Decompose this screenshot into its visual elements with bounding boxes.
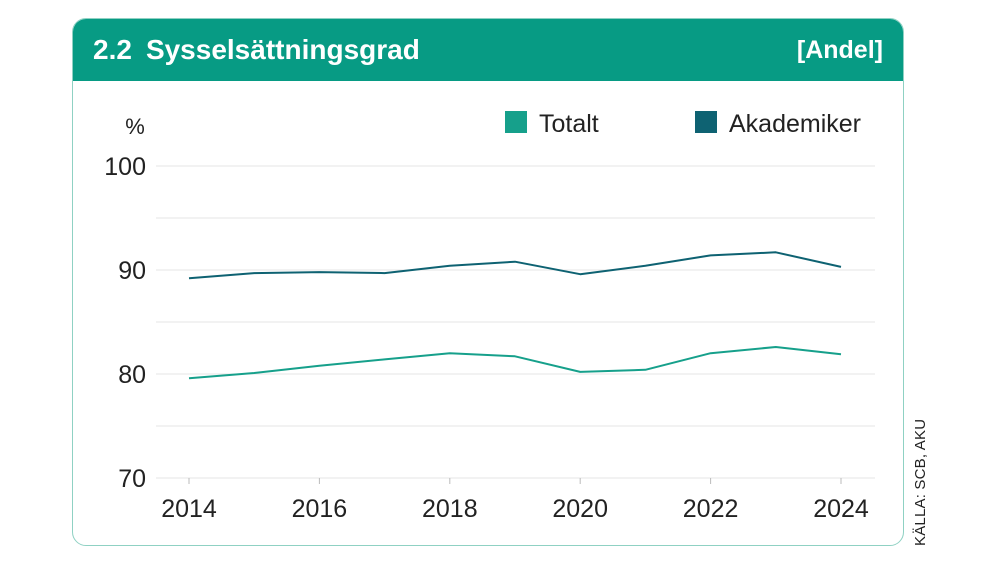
unit-tag: [Andel]	[796, 35, 883, 64]
x-tick-label: 2020	[552, 495, 608, 523]
chart-title: Sysselsättningsgrad	[145, 34, 420, 65]
chart-card: 2.2 Sysselsättningsgrad [Andel]	[72, 18, 904, 546]
x-tick-label: 2014	[161, 495, 217, 523]
legend-swatch	[505, 111, 527, 133]
series-line-akademiker	[188, 251, 842, 280]
source-label: KÄLLA: SCB, AKU	[912, 418, 929, 546]
chart-header: 2.2 Sysselsättningsgrad [Andel]	[73, 19, 903, 81]
legend-label: Akademiker	[729, 110, 861, 138]
legend-swatch	[695, 111, 717, 133]
y-axis-label: %	[125, 114, 145, 139]
y-tick-label: 100	[104, 153, 146, 181]
legend-label: Totalt	[539, 110, 599, 138]
x-tick-label: 2024	[813, 495, 869, 523]
x-tick-label: 2022	[683, 495, 739, 523]
series-line-totalt	[188, 346, 842, 380]
y-tick-label: 90	[118, 257, 146, 285]
x-tick-label: 2018	[422, 495, 478, 523]
chapter-number: 2.2	[93, 34, 132, 65]
header-title-group: 2.2 Sysselsättningsgrad	[93, 34, 420, 66]
y-tick-label: 80	[118, 361, 146, 389]
y-tick-label: 70	[118, 465, 146, 493]
x-tick-label: 2016	[292, 495, 348, 523]
